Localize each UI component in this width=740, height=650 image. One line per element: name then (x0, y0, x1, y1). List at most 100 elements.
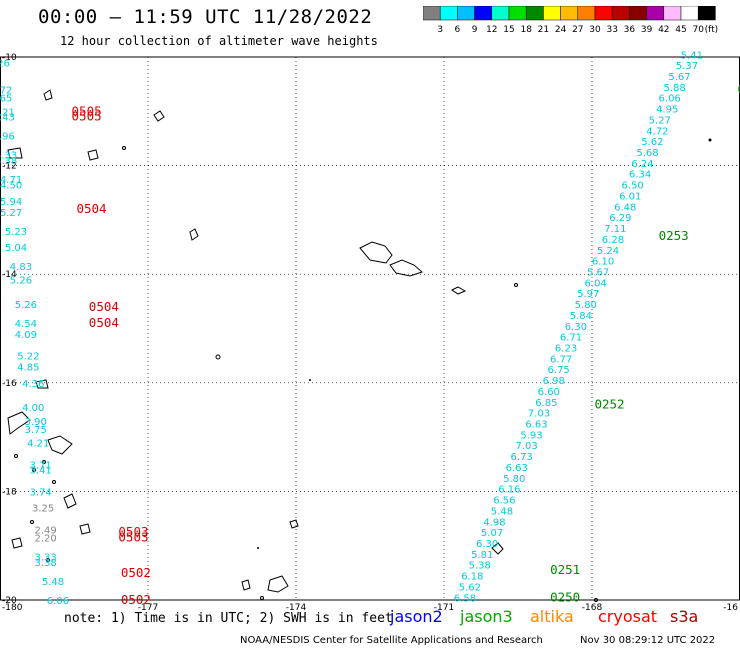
island (30, 520, 34, 524)
colorbar-label: 18 (520, 25, 532, 34)
swh-value: 5.41 (681, 50, 703, 61)
swh-value: 4.71 (0, 175, 22, 186)
swh-value: 6.06 (659, 94, 681, 105)
swh-value: 5.38 (469, 561, 491, 572)
pass-number: 0504 (89, 299, 119, 314)
swh-value: 5.80 (575, 300, 597, 311)
swh-value: 5.04 (5, 243, 27, 254)
pass-number: 0252 (594, 397, 624, 412)
pass-labels: 0505050505040504050405030503050205020253… (72, 82, 740, 607)
colorbar-label: 6 (455, 25, 461, 34)
swh-value: 6.98 (543, 376, 565, 387)
island (241, 579, 251, 591)
swh-value: 3.38 (34, 558, 56, 569)
generated-timestamp: Nov 30 08:29:12 UTC 2022 (580, 635, 716, 646)
swh-value: 5.26 (15, 300, 37, 311)
island (87, 149, 99, 161)
island (35, 379, 49, 389)
island (594, 598, 598, 602)
lon-label: -16 (723, 603, 738, 613)
island (122, 146, 126, 150)
swh-value: 6.56 (493, 496, 515, 507)
swh-value: 5.88 (663, 83, 685, 94)
colorbar-label: 12 (486, 25, 497, 34)
swh-value: 6.58 (454, 593, 476, 604)
swh-value: 5.97 (577, 289, 599, 300)
swh-value: 6.04 (585, 278, 607, 289)
colorbar-label: 27 (572, 25, 583, 34)
legend-jason2: jason2 (390, 607, 443, 626)
swh-value: 5.22 (17, 352, 39, 363)
swh-value: 6.71 (560, 333, 582, 344)
swh-value: 5.94 (0, 197, 22, 208)
colorbar-swatch (697, 6, 716, 21)
island (451, 286, 467, 295)
swh-value: 3.41 (30, 466, 52, 477)
swh-value: 2.49 (34, 525, 56, 536)
lat-label: -10 (2, 53, 17, 63)
colorbar-label: 39 (641, 25, 653, 34)
colorbar-label: 30 (589, 25, 601, 34)
pass-number: 0253 (738, 82, 740, 97)
pass-number: 0505 (72, 109, 102, 124)
swh-value: 3.90 (25, 417, 47, 428)
colorbar-label: 33 (606, 25, 617, 34)
swh-value: 5.37 (676, 61, 698, 72)
swh-value: 5.48 (491, 506, 513, 517)
swh-value: 5.24 (597, 246, 619, 257)
pass-number: 0253 (659, 228, 689, 243)
island (47, 435, 73, 455)
lat-label: -12 (2, 162, 17, 172)
island (309, 379, 311, 381)
island (260, 596, 264, 600)
swh-value: 6.30 (476, 539, 498, 550)
swh-value: 5.27 (0, 208, 22, 219)
swh-value: 3.33 (34, 553, 56, 564)
swh-value: 5.67 (668, 72, 690, 83)
swh-value: 6.48 (614, 202, 636, 213)
swh-value: 4.85 (17, 363, 39, 374)
island-outlines (7, 89, 712, 602)
island (215, 354, 221, 360)
swh-value: 5.96 (0, 132, 15, 143)
colorbar-label: 36 (624, 25, 636, 34)
swh-value: 4.54 (15, 319, 37, 330)
swh-value: 7.03 (515, 441, 537, 452)
colorbar-label: 45 (675, 25, 686, 34)
swh-value: 6.77 (550, 354, 572, 365)
swh-value: 5.21 (0, 107, 15, 118)
island (289, 519, 299, 529)
swh-value: 5.26 (0, 58, 10, 69)
wave-height-colorbar: 3 6 9 12 15 18 21 24 27 30 33 36 39 42 45 70 (ft) (423, 6, 718, 34)
island (63, 493, 77, 509)
swh-value: 4.09 (15, 330, 37, 341)
lat-label: -20 (2, 596, 17, 606)
lon-label: -168 (582, 603, 603, 613)
legend-jason3: jason3 (460, 607, 513, 626)
island (79, 523, 91, 535)
swh-value: 5.81 (471, 550, 493, 561)
lat-label: -14 (2, 270, 17, 280)
swh-value: 6.23 (555, 344, 577, 355)
swh-value: 5.72 (0, 86, 12, 97)
swh-value: 4.72 (646, 126, 668, 137)
swh-value: 7.11 (604, 224, 626, 235)
colorbar-label: 24 (555, 25, 567, 34)
swh-value: 5.65 (0, 94, 12, 105)
swh-value: 4.50 (0, 181, 22, 192)
swh-value: 3.25 (32, 504, 54, 515)
lat-label: -18 (2, 487, 17, 497)
lon-label: -171 (434, 603, 454, 613)
island (359, 241, 393, 264)
swh-value: 5.62 (459, 582, 481, 593)
colorbar-label: 21 (538, 25, 549, 34)
colorbar-label: 70 (692, 25, 704, 34)
swh-value: 6.29 (609, 213, 631, 224)
swh-value: 6.01 (619, 191, 641, 202)
pass-number: 0502 (121, 592, 151, 607)
footnote: note: 1) Time is in UTC; 2) SWH is in fe… (64, 611, 393, 626)
lon-label: -174 (286, 603, 307, 613)
legend-cryosat: cryosat (598, 607, 658, 626)
swh-value: 4.98 (483, 517, 505, 528)
credit-line: NOAA/NESDIS Center for Satellite Applica… (240, 635, 543, 646)
